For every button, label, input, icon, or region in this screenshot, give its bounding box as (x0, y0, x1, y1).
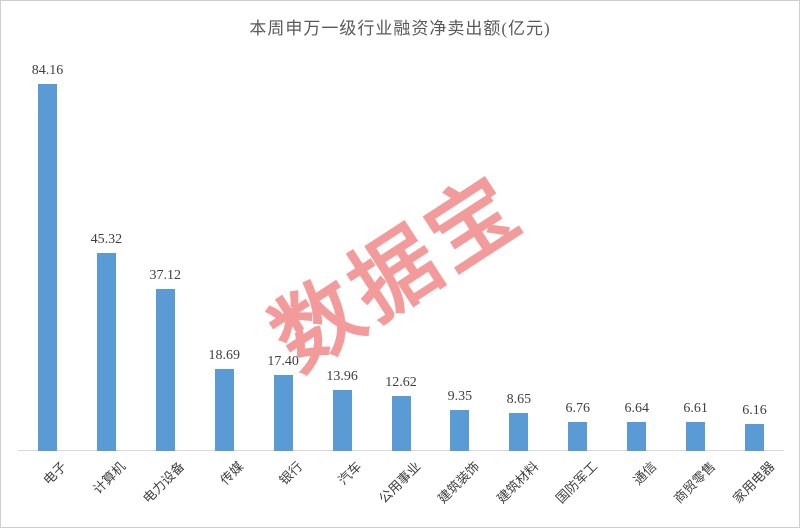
bar-12 (686, 422, 706, 451)
value-label: 17.40 (267, 354, 299, 369)
bar-6 (332, 390, 352, 451)
value-label: 6.76 (565, 401, 591, 416)
bar-7 (391, 396, 411, 451)
value-label: 18.69 (208, 348, 240, 363)
bar-11 (627, 422, 647, 451)
value-label: 37.12 (149, 268, 182, 283)
bar-1 (37, 84, 57, 451)
value-label: 12.62 (385, 375, 417, 390)
bar-8 (450, 410, 470, 451)
value-label: 6.16 (742, 403, 767, 418)
bar-5 (273, 375, 293, 451)
value-label: 13.96 (326, 369, 358, 384)
bar-2 (96, 253, 116, 451)
value-label: 45.32 (90, 232, 123, 247)
bar-9 (509, 413, 529, 451)
value-label: 6.61 (683, 401, 708, 416)
chart-title: 本周申万一级行业融资净卖出额(亿元) (249, 19, 551, 38)
bar-13 (745, 424, 765, 451)
value-label: 9.35 (447, 389, 473, 404)
bar-4 (214, 369, 234, 451)
value-label: 84.16 (31, 63, 64, 78)
value-label: 6.64 (624, 401, 649, 416)
bar-3 (155, 289, 175, 451)
bar-10 (568, 422, 588, 451)
value-label: 8.65 (506, 392, 532, 407)
